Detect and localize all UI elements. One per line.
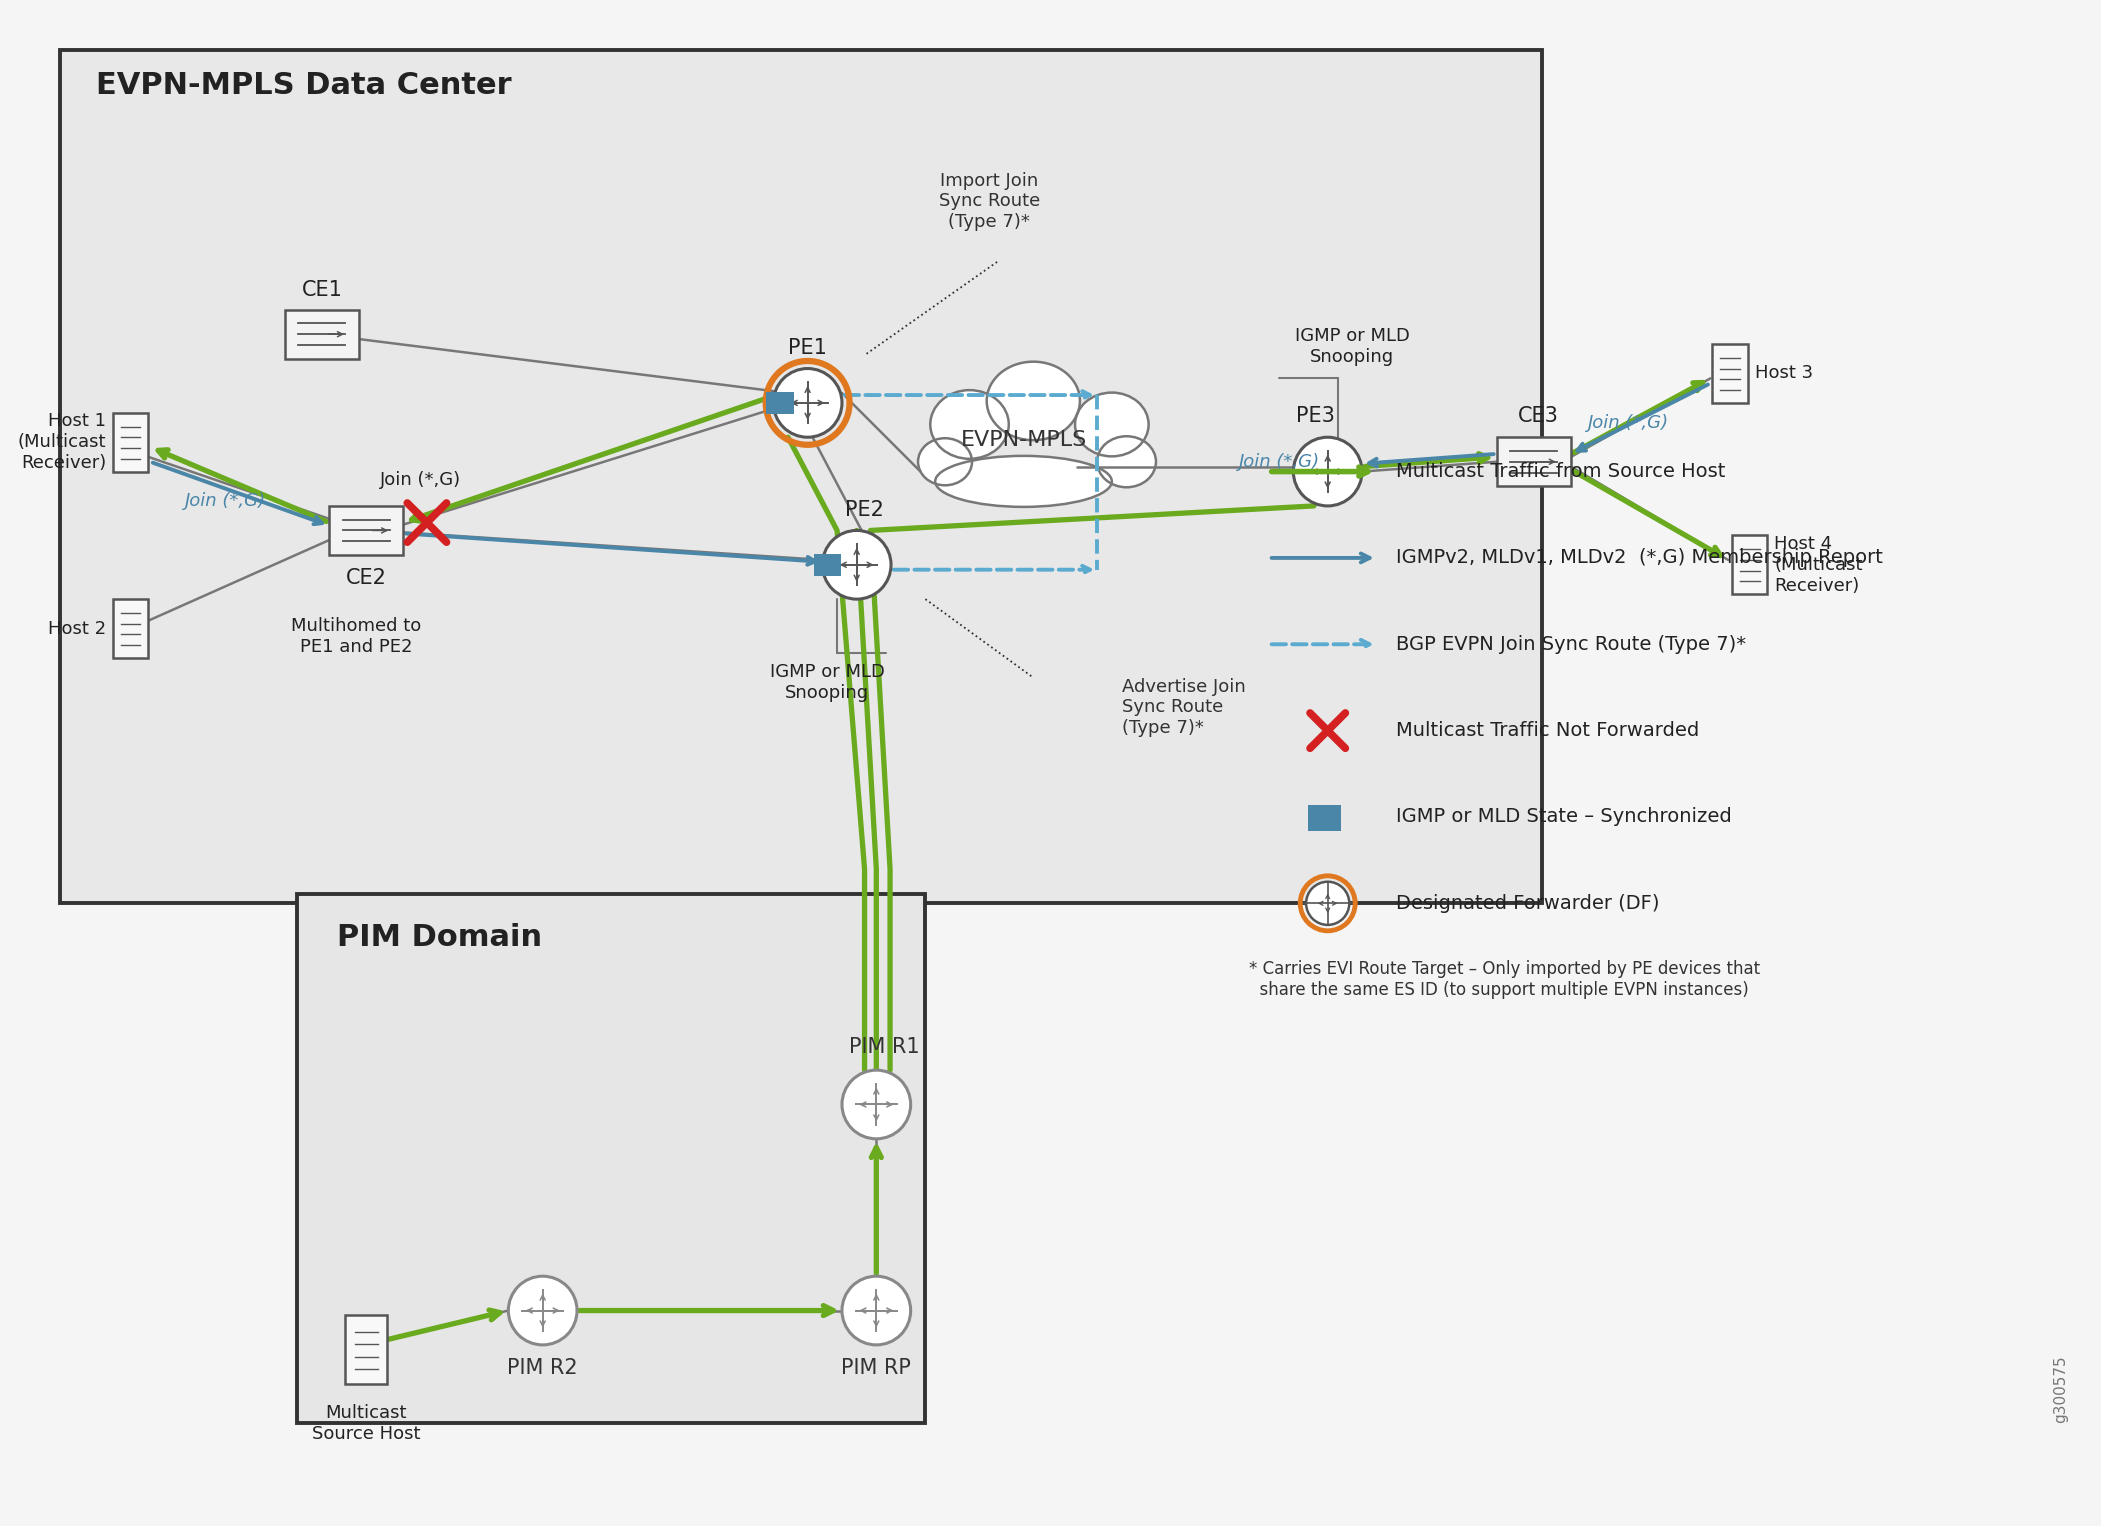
FancyBboxPatch shape bbox=[1309, 806, 1340, 830]
Text: IGMP or MLD
Snooping: IGMP or MLD Snooping bbox=[1294, 327, 1410, 366]
Text: EVPN-MPLS: EVPN-MPLS bbox=[960, 430, 1086, 450]
Text: Import Join
Sync Route
(Type 7)*: Import Join Sync Route (Type 7)* bbox=[939, 171, 1040, 230]
FancyBboxPatch shape bbox=[1731, 536, 1767, 594]
Text: PIM Domain: PIM Domain bbox=[336, 923, 542, 952]
Text: Join (*,G): Join (*,G) bbox=[1588, 414, 1668, 432]
Text: CE1: CE1 bbox=[300, 279, 342, 299]
Text: IGMP or MLD State – Synchronized: IGMP or MLD State – Synchronized bbox=[1397, 807, 1731, 827]
Text: CE2: CE2 bbox=[347, 568, 387, 588]
Ellipse shape bbox=[935, 456, 1111, 507]
FancyBboxPatch shape bbox=[61, 50, 1542, 903]
Circle shape bbox=[773, 369, 843, 438]
Text: PE2: PE2 bbox=[845, 499, 885, 520]
FancyBboxPatch shape bbox=[113, 600, 149, 658]
Text: PE3: PE3 bbox=[1296, 406, 1336, 426]
Ellipse shape bbox=[931, 391, 1008, 459]
Text: BGP EVPN Join Sync Route (Type 7)*: BGP EVPN Join Sync Route (Type 7)* bbox=[1397, 635, 1746, 653]
Text: Advertise Join
Sync Route
(Type 7)*: Advertise Join Sync Route (Type 7)* bbox=[1122, 678, 1246, 737]
Text: * Carries EVI Route Target – Only imported by PE devices that
  share the same E: * Carries EVI Route Target – Only import… bbox=[1250, 960, 1761, 1000]
Text: Host 4
(Multicast
Receiver): Host 4 (Multicast Receiver) bbox=[1773, 536, 1864, 595]
Text: PIM R2: PIM R2 bbox=[506, 1358, 578, 1378]
Text: Multihomed to
PE1 and PE2: Multihomed to PE1 and PE2 bbox=[292, 617, 422, 656]
Ellipse shape bbox=[1097, 436, 1156, 487]
Ellipse shape bbox=[987, 362, 1080, 439]
Text: Multicast
Source Host: Multicast Source Host bbox=[311, 1404, 420, 1442]
FancyBboxPatch shape bbox=[113, 412, 149, 472]
FancyBboxPatch shape bbox=[767, 392, 794, 414]
Text: CE3: CE3 bbox=[1519, 406, 1559, 426]
Circle shape bbox=[821, 531, 891, 600]
Text: IGMP or MLD
Snooping: IGMP or MLD Snooping bbox=[769, 662, 885, 702]
Text: PE1: PE1 bbox=[788, 337, 828, 357]
Text: Join (*,G): Join (*,G) bbox=[1240, 453, 1319, 470]
Circle shape bbox=[508, 1276, 578, 1344]
Text: Host 2: Host 2 bbox=[48, 620, 105, 638]
FancyBboxPatch shape bbox=[1498, 438, 1572, 487]
Circle shape bbox=[843, 1070, 910, 1138]
Text: EVPN-MPLS Data Center: EVPN-MPLS Data Center bbox=[97, 72, 513, 101]
Ellipse shape bbox=[1076, 392, 1149, 456]
FancyBboxPatch shape bbox=[345, 1315, 387, 1384]
FancyBboxPatch shape bbox=[298, 894, 924, 1424]
FancyBboxPatch shape bbox=[813, 554, 840, 575]
Ellipse shape bbox=[918, 438, 973, 485]
Text: Designated Forwarder (DF): Designated Forwarder (DF) bbox=[1397, 894, 1660, 913]
Text: Multicast Traffic from Source Host: Multicast Traffic from Source Host bbox=[1397, 462, 1725, 481]
FancyBboxPatch shape bbox=[286, 310, 359, 359]
FancyBboxPatch shape bbox=[330, 507, 403, 555]
Text: Join (*,G): Join (*,G) bbox=[185, 491, 265, 510]
Text: IGMPv2, MLDv1, MLDv2  (*,G) Membership Report: IGMPv2, MLDv1, MLDv2 (*,G) Membership Re… bbox=[1397, 548, 1882, 568]
Text: PIM RP: PIM RP bbox=[840, 1358, 912, 1378]
Text: Host 1
(Multicast
Receiver): Host 1 (Multicast Receiver) bbox=[17, 412, 105, 472]
Circle shape bbox=[1294, 438, 1361, 507]
Text: Multicast Traffic Not Forwarded: Multicast Traffic Not Forwarded bbox=[1397, 722, 1700, 740]
Circle shape bbox=[1307, 882, 1349, 925]
FancyBboxPatch shape bbox=[1712, 343, 1748, 403]
Text: Join (*,G): Join (*,G) bbox=[380, 472, 460, 490]
Text: Host 3: Host 3 bbox=[1754, 365, 1813, 383]
Circle shape bbox=[843, 1276, 910, 1344]
Text: g300575: g300575 bbox=[2053, 1355, 2069, 1424]
Text: PIM R1: PIM R1 bbox=[849, 1038, 920, 1058]
